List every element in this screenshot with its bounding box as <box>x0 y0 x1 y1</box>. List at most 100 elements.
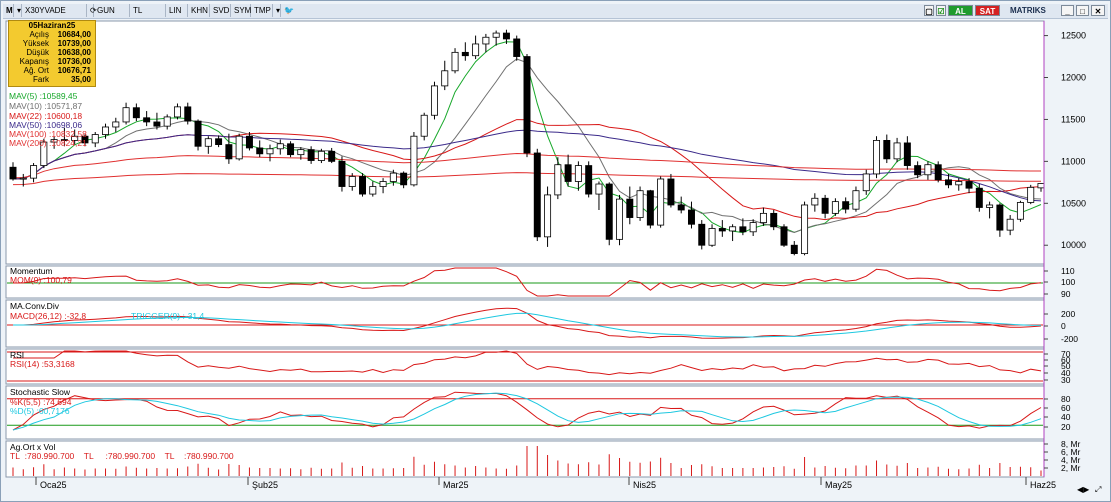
candle-body <box>1037 183 1045 189</box>
info-row: Fark 35,00 <box>33 75 91 84</box>
candle-body <box>266 148 274 155</box>
macd-tick-label: 200 <box>1061 309 1075 319</box>
candle-body <box>523 56 531 154</box>
candle-body <box>276 143 284 150</box>
time-tick-label: May25 <box>825 480 852 490</box>
candle-body <box>317 150 325 161</box>
time-tick-label: Şub25 <box>252 480 278 490</box>
candle-body <box>729 226 737 232</box>
dropdown-arrow-icon[interactable]: ▾ <box>14 4 22 17</box>
rsi-tick-label: 30 <box>1061 375 1071 385</box>
ohlc-info-box: 05Haziran25 Açılış 10684,00 Yüksek 10739,0… <box>8 20 96 87</box>
macd-title: MA.Conv.Div <box>10 301 59 311</box>
candle-body <box>389 172 397 182</box>
candle-body <box>677 204 685 211</box>
sell-button[interactable]: SAT <box>975 5 1000 16</box>
candle-body <box>122 107 130 123</box>
candle-body <box>924 164 932 176</box>
toolbar: M ▾ X30YVADE ⟳ GUN TL LIN KHN SVD SYM TM… <box>3 4 1108 19</box>
candle-body <box>338 160 346 187</box>
candle-body <box>369 186 377 195</box>
candle-body <box>801 204 809 255</box>
candle-body <box>821 197 829 214</box>
price-tick-label: 12000 <box>1061 73 1086 83</box>
price-tick-label: 10500 <box>1061 198 1086 208</box>
refresh-icon[interactable]: ⟳ <box>87 4 97 17</box>
stochastic-tick-label: 80 <box>1061 394 1071 404</box>
candle-body <box>235 135 243 160</box>
candle-body <box>461 51 469 57</box>
rsi-legend: RSI(14) :53,3168 <box>10 359 75 369</box>
candle-body <box>184 106 192 122</box>
candle-body <box>934 164 942 181</box>
checkbox-icon[interactable]: ☑ <box>936 5 946 16</box>
volume-panel-bg <box>5 440 1045 478</box>
zoom-icon[interactable]: ⤢ <box>1095 485 1102 494</box>
candle-body <box>163 116 171 127</box>
minimize-icon[interactable]: _ <box>1061 5 1074 16</box>
candle-body <box>194 120 202 147</box>
symbol-selector[interactable]: X30YVADE <box>22 4 87 17</box>
candle-body <box>430 85 438 116</box>
rsi-tick-label: 60 <box>1061 355 1071 365</box>
volume-tick-label: 4, Mr <box>1061 455 1081 465</box>
buy-button[interactable]: AL <box>948 5 973 16</box>
stoch-d-line <box>12 392 1042 431</box>
scale-selector[interactable]: LIN <box>166 4 188 17</box>
candle-body <box>410 135 418 186</box>
candle-body <box>30 165 38 179</box>
candle-body <box>698 223 706 246</box>
candle-body <box>636 190 644 218</box>
info-row: Ağ. Ort 10676,71 <box>23 66 91 75</box>
candle-body <box>554 164 562 196</box>
time-tick-label: Mar25 <box>443 480 469 490</box>
tmp-button[interactable]: TMP <box>251 4 273 17</box>
candle-body <box>400 172 408 186</box>
khn-button[interactable]: KHN <box>188 4 210 17</box>
candle-body <box>91 134 99 144</box>
candle-body <box>739 226 747 233</box>
time-tick-label: Oca25 <box>40 480 67 490</box>
macd-trigger-legend: TRIGGER(9) :-31,4 <box>131 311 205 321</box>
candle-body <box>472 43 480 57</box>
rsi-tick-label: 40 <box>1061 368 1071 378</box>
candle-body <box>102 126 110 135</box>
candle-body <box>708 228 716 246</box>
svd-button[interactable]: SVD <box>210 4 231 17</box>
candle-body <box>225 144 233 160</box>
menu-m-icon[interactable]: M <box>3 4 14 17</box>
info-row: Yüksek 10739,00 <box>22 39 91 48</box>
candle-body <box>944 179 952 186</box>
candle-body <box>986 204 994 208</box>
scroll-left-icon[interactable]: ◀▶ <box>1077 485 1090 494</box>
dropdown-arrow-icon[interactable]: ▾ <box>273 4 281 17</box>
ma200-legend: MAV(200) :10824,21 <box>9 138 87 148</box>
lock-icon[interactable]: ▢ <box>924 5 934 16</box>
ma100-legend: MAV(100) :10832,58 <box>9 129 87 139</box>
ma50-legend: MAV(50) :10698,06 <box>9 120 83 130</box>
ma5-legend: MAV(5) :10589,45 <box>9 91 78 101</box>
price-tick-label: 11500 <box>1061 114 1085 124</box>
candle-body <box>893 142 901 160</box>
sym-button[interactable]: SYM <box>231 4 251 17</box>
twitter-icon[interactable]: 🐦 <box>284 6 294 15</box>
candle-body <box>40 141 48 166</box>
candle-body <box>955 181 963 186</box>
candle-body <box>811 197 819 206</box>
maximize-icon[interactable]: □ <box>1076 5 1089 16</box>
volume-title: Ag.Ort x Vol <box>10 442 56 452</box>
candle-body <box>1016 202 1024 220</box>
close-icon[interactable]: ✕ <box>1091 5 1105 16</box>
candle-body <box>173 106 181 118</box>
stochastic-tick-label: 60 <box>1061 403 1071 413</box>
candle-body <box>307 149 315 161</box>
period-selector[interactable]: GUN <box>94 4 130 17</box>
candle-body <box>256 147 264 155</box>
candle-body <box>574 165 582 182</box>
currency-selector[interactable]: TL <box>130 4 166 17</box>
candle-body <box>883 140 891 160</box>
momentum-tick-label: 90 <box>1061 289 1071 299</box>
candle-body <box>975 187 983 208</box>
